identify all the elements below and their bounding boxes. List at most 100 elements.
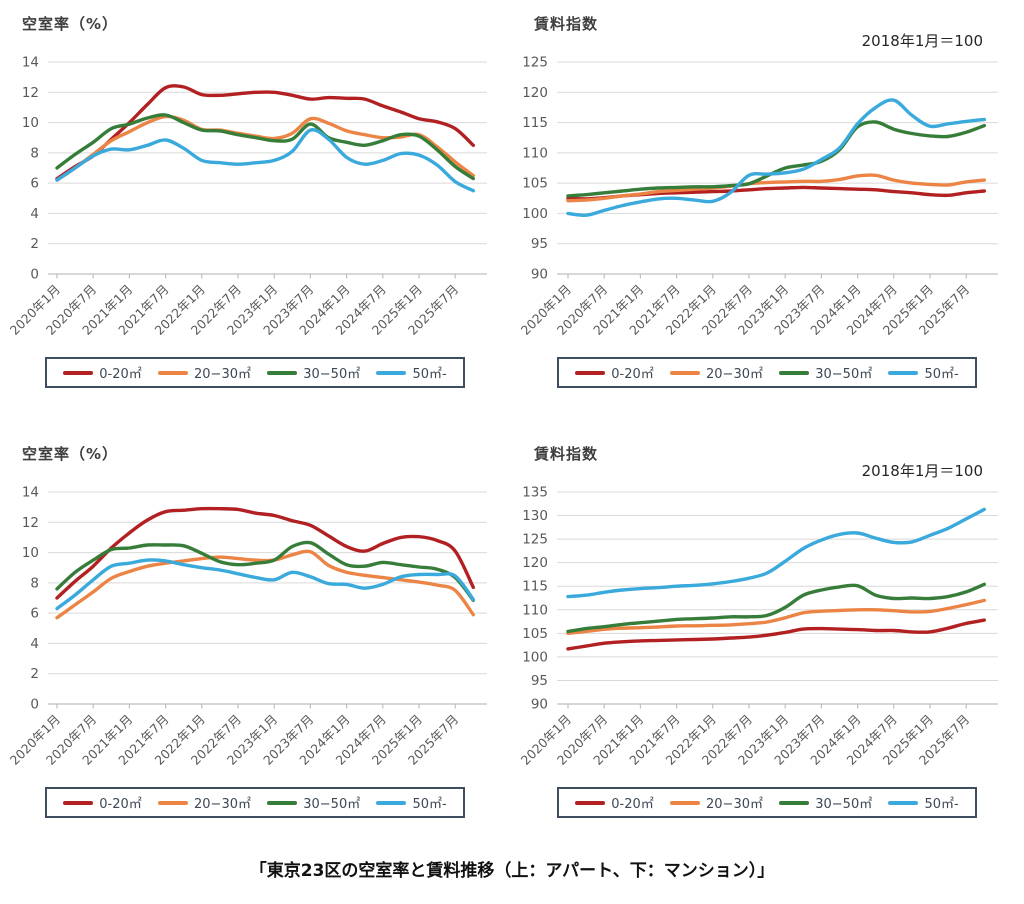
legend-item: 50㎡- <box>888 793 959 812</box>
legend-swatch <box>670 800 701 805</box>
series-line-50㎡- <box>566 507 986 599</box>
series-line-30−50㎡ <box>55 113 475 181</box>
y-tick-label: 105 <box>522 626 548 642</box>
y-tick-label: 10 <box>22 545 39 561</box>
legend-item: 30−50㎡ <box>779 363 872 382</box>
y-tick-label: 14 <box>22 55 39 71</box>
legend-label: 30−50㎡ <box>303 797 361 812</box>
legend-swatch <box>267 800 298 805</box>
index-base-annotation: 2018年1月＝100 <box>861 32 983 50</box>
y-tick-label: 6 <box>30 176 39 192</box>
legend-label: 20−30㎡ <box>194 367 251 382</box>
series-line-50㎡- <box>566 98 986 218</box>
legend-label: 30−50㎡ <box>303 367 361 382</box>
series-line-20−30㎡ <box>566 598 986 635</box>
y-tick-label: 90 <box>531 697 548 713</box>
series-line-30−50㎡ <box>566 582 986 634</box>
legend-label: 50㎡- <box>924 367 959 382</box>
chart-panel-mansion-rent-index: 90 95 100 105 110 115 120 125 130 135 2020年1月 2020年… <box>512 430 1024 860</box>
y-tick-label: 115 <box>522 579 548 595</box>
legend-swatch <box>267 370 298 375</box>
series-line-20−30㎡ <box>566 173 986 203</box>
series-line-0-20㎡ <box>55 506 475 600</box>
legend-item: 0-20㎡ <box>63 363 142 382</box>
legend-item: 20−30㎡ <box>158 363 251 382</box>
legend-label: 30−50㎡ <box>815 797 873 812</box>
legend-swatch <box>158 370 189 375</box>
legend-label: 0-20㎡ <box>611 367 654 382</box>
index-base-annotation: 2018年1月＝100 <box>861 462 983 480</box>
apartment-vacancy-plot: 024681012142020年1月2020年7月2021年1月2021年7月2… <box>7 55 487 338</box>
y-tick-label: 4 <box>30 636 39 652</box>
chart-panel-apartment-vacancy: 0 2 4 6 8 10 12 14 2020年1月 2020年7月 2021年1月 2021年7月 2… <box>0 0 512 430</box>
legend-swatch <box>575 800 606 805</box>
legend-label: 50㎡- <box>412 367 447 382</box>
y-tick-label: 125 <box>522 532 548 548</box>
legend-label: 0-20㎡ <box>611 797 654 812</box>
y-tick-label: 100 <box>522 649 548 665</box>
legend-item: 30−50㎡ <box>267 363 360 382</box>
y-tick-label: 2 <box>30 666 39 682</box>
legend-swatch <box>158 800 189 805</box>
y-tick-label: 130 <box>522 508 548 524</box>
y-tick-label: 135 <box>522 485 548 501</box>
y-tick-label: 12 <box>22 85 39 101</box>
chart-title: 賃料指数 <box>534 445 599 463</box>
mansion-vacancy-plot: 024681012142020年1月2020年7月2021年1月2021年7月2… <box>7 485 487 768</box>
y-tick-label: 8 <box>30 575 39 591</box>
legend-label: 0-20㎡ <box>99 367 142 382</box>
y-tick-label: 6 <box>30 606 39 622</box>
y-tick-label: 105 <box>522 176 548 192</box>
series-line-50㎡- <box>55 558 475 611</box>
legend-item: 30−50㎡ <box>267 793 360 812</box>
legend-swatch <box>63 800 94 805</box>
chart-panel-apartment-rent-index: 90 95 100 105 110 115 120 125 2020年1月 2020年7月 2021… <box>512 0 1024 430</box>
y-tick-label: 2 <box>30 236 39 252</box>
legend-label: 50㎡- <box>924 797 959 812</box>
y-tick-label: 100 <box>522 206 548 222</box>
mansion-rent-index-plot: 90951001051101151201251301352020年1月2020年… <box>518 485 998 768</box>
series-line-0-20㎡ <box>55 84 475 181</box>
legend-swatch <box>779 800 810 805</box>
legend-item: 0-20㎡ <box>575 793 654 812</box>
series-line-30−50㎡ <box>55 540 475 602</box>
figure-caption: 「東京23区の空室率と賃料推移（上：アパート、下：マンション）」 <box>249 861 775 881</box>
series-line-30−50㎡ <box>566 120 986 198</box>
y-tick-label: 4 <box>30 206 39 222</box>
y-tick-label: 14 <box>22 485 39 501</box>
y-tick-label: 125 <box>522 55 548 71</box>
legend-swatch <box>63 370 94 375</box>
legend-swatch <box>888 370 919 375</box>
chart-title: 空室率（%） <box>22 15 119 33</box>
legend-label: 20−30㎡ <box>706 797 763 812</box>
legend-box: 0-20㎡ 20−30㎡ 30−50㎡ 50㎡- <box>45 787 465 818</box>
y-tick-label: 95 <box>531 236 548 252</box>
y-tick-label: 110 <box>522 602 548 618</box>
legend-item: 20−30㎡ <box>670 363 763 382</box>
series-line-0-20㎡ <box>566 618 986 651</box>
legend-swatch <box>376 370 407 375</box>
legend-item: 50㎡- <box>888 363 959 382</box>
y-tick-label: 8 <box>30 145 39 161</box>
legend-item: 50㎡- <box>376 793 447 812</box>
series-line-20−30㎡ <box>55 549 475 620</box>
legend-item: 30−50㎡ <box>779 793 872 812</box>
legend-item: 0-20㎡ <box>575 363 654 382</box>
legend-label: 30−50㎡ <box>815 367 873 382</box>
y-tick-label: 0 <box>30 697 39 713</box>
legend-box: 0-20㎡ 20−30㎡ 30−50㎡ 50㎡- <box>557 357 977 388</box>
legend-box: 0-20㎡ 20−30㎡ 30−50㎡ 50㎡- <box>557 787 977 818</box>
legend-swatch <box>670 370 701 375</box>
chart-title: 空室率（%） <box>22 445 119 463</box>
legend-label: 20−30㎡ <box>706 367 763 382</box>
y-tick-label: 120 <box>522 555 548 571</box>
y-tick-label: 90 <box>531 267 548 283</box>
chart-panel-mansion-vacancy: 0 2 4 6 8 10 12 14 2020年1月 2020年7月 2021年1月 2021年7月 2… <box>0 430 512 860</box>
legend-swatch <box>376 800 407 805</box>
y-tick-label: 120 <box>522 85 548 101</box>
legend-label: 0-20㎡ <box>99 797 142 812</box>
y-tick-label: 110 <box>522 145 548 161</box>
series-line-50㎡- <box>55 128 475 193</box>
chart-title: 賃料指数 <box>534 15 599 33</box>
legend-box: 0-20㎡ 20−30㎡ 30−50㎡ 50㎡- <box>45 357 465 388</box>
